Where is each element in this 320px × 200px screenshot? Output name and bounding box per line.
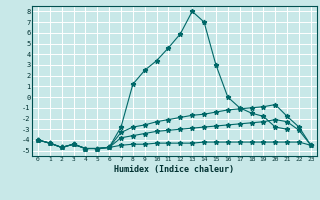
X-axis label: Humidex (Indice chaleur): Humidex (Indice chaleur)	[115, 165, 234, 174]
